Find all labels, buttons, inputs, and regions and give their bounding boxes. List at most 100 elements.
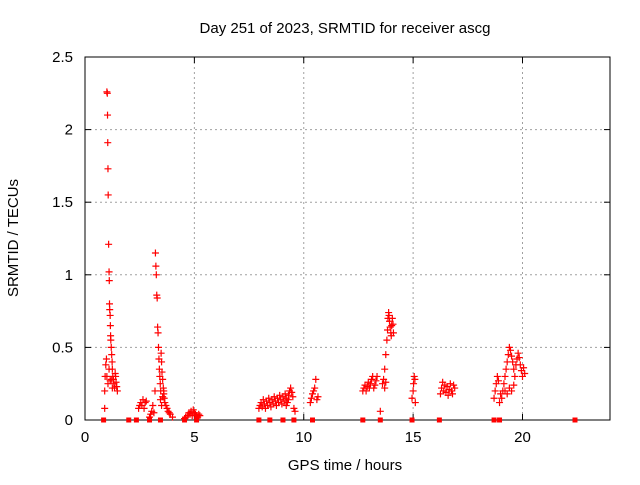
- data-point-plus: [287, 384, 295, 392]
- data-point-plus: [410, 380, 418, 388]
- data-point-plus: [502, 365, 510, 373]
- data-point-plus: [409, 387, 417, 395]
- data-point-plus: [382, 378, 390, 386]
- data-point-plus: [152, 262, 160, 270]
- data-point-plus: [259, 396, 267, 404]
- data-point-plus: [389, 320, 397, 328]
- data-point-plus: [388, 314, 396, 322]
- data-point-plus: [281, 390, 289, 398]
- data-point-plus: [158, 401, 166, 409]
- data-point-plus: [411, 399, 419, 407]
- data-point-plus: [141, 399, 149, 407]
- data-point-square: [101, 417, 107, 423]
- axis-ticks: [84, 56, 610, 421]
- data-point-plus: [159, 375, 167, 383]
- data-point-plus: [157, 349, 165, 357]
- data-point-plus: [444, 391, 452, 399]
- data-point-plus: [371, 381, 379, 389]
- data-point-plus: [140, 404, 148, 412]
- data-point-square: [133, 417, 139, 423]
- y-tick-label: 2: [65, 122, 73, 139]
- data-point-plus: [382, 351, 390, 359]
- data-point-plus: [366, 380, 374, 388]
- data-point-plus: [155, 343, 162, 351]
- y-axis-label: SRMTID / TECUs: [5, 179, 22, 297]
- data-point-plus: [276, 391, 284, 399]
- data-point-plus: [154, 329, 162, 337]
- data-point-plus: [496, 399, 504, 407]
- data-point-plus: [107, 375, 115, 383]
- x-tick-label: 0: [81, 429, 89, 446]
- data-point-plus: [490, 394, 498, 402]
- data-point-plus: [103, 372, 111, 380]
- data-point-plus: [105, 365, 113, 373]
- data-point-plus: [493, 372, 501, 380]
- data-point-plus: [494, 377, 502, 385]
- chart-title: Day 251 of 2023, SRMTID for receiver asc…: [200, 20, 491, 37]
- data-point-square: [147, 417, 153, 423]
- data-point-plus: [105, 277, 113, 285]
- data-point-plus: [104, 111, 112, 119]
- data-point-plus: [169, 413, 176, 421]
- data-point-square: [291, 417, 297, 423]
- data-point-square: [409, 417, 415, 423]
- y-tick-label: 1.5: [52, 194, 73, 211]
- data-marks: [101, 88, 578, 423]
- data-point-plus: [520, 364, 528, 372]
- data-point-plus: [503, 390, 511, 398]
- data-point-plus: [158, 368, 166, 376]
- data-point-square: [497, 417, 503, 423]
- data-point-plus: [510, 365, 518, 373]
- data-point-plus: [165, 409, 173, 417]
- data-point-square: [256, 417, 262, 423]
- data-point-plus: [105, 268, 113, 276]
- data-point-plus: [521, 370, 529, 378]
- data-point-plus: [270, 393, 278, 401]
- data-point-plus: [379, 380, 386, 388]
- data-point-plus: [381, 384, 389, 392]
- data-point-plus: [306, 399, 314, 407]
- data-point-plus: [314, 393, 322, 401]
- data-point-plus: [449, 390, 456, 398]
- data-point-plus: [515, 354, 523, 362]
- data-point-plus: [311, 384, 319, 392]
- data-point-plus: [307, 394, 315, 402]
- data-point-plus: [113, 387, 121, 395]
- data-point-square: [377, 417, 383, 423]
- data-point-square: [491, 417, 497, 423]
- data-point-plus: [508, 352, 516, 360]
- data-point-plus: [288, 388, 296, 396]
- data-point-square: [572, 417, 578, 423]
- x-tick-label: 15: [405, 429, 422, 446]
- data-point-plus: [389, 329, 397, 337]
- data-point-plus: [150, 409, 158, 417]
- data-point-plus: [142, 397, 150, 405]
- x-axis-label: GPS time / hours: [288, 457, 402, 474]
- data-point-square: [436, 417, 442, 423]
- y-tick-labels: 0 0.5 1 1.5 2 2.5: [52, 49, 73, 429]
- data-point-plus: [108, 351, 116, 359]
- data-point-plus: [388, 322, 396, 330]
- data-point-plus: [151, 249, 159, 257]
- data-point-plus: [104, 191, 112, 199]
- data-point-plus: [101, 404, 109, 412]
- data-point-plus: [291, 407, 299, 415]
- data-point-plus: [446, 380, 454, 388]
- data-point-plus: [508, 387, 516, 395]
- data-point-plus: [195, 410, 203, 418]
- y-tick-label: 1: [65, 267, 73, 284]
- y-tick-label: 0.5: [52, 339, 73, 356]
- data-point-plus: [113, 383, 121, 391]
- data-point-plus: [491, 387, 499, 395]
- data-point-plus: [376, 407, 384, 415]
- data-point-plus: [112, 378, 120, 386]
- data-point-plus: [108, 358, 116, 366]
- data-point-plus: [149, 401, 157, 409]
- data-point-plus: [107, 336, 115, 344]
- data-point-plus: [411, 375, 419, 383]
- data-point-plus: [451, 384, 459, 392]
- data-point-plus: [156, 380, 164, 388]
- grid-lines: [85, 57, 610, 420]
- data-point-square: [126, 417, 132, 423]
